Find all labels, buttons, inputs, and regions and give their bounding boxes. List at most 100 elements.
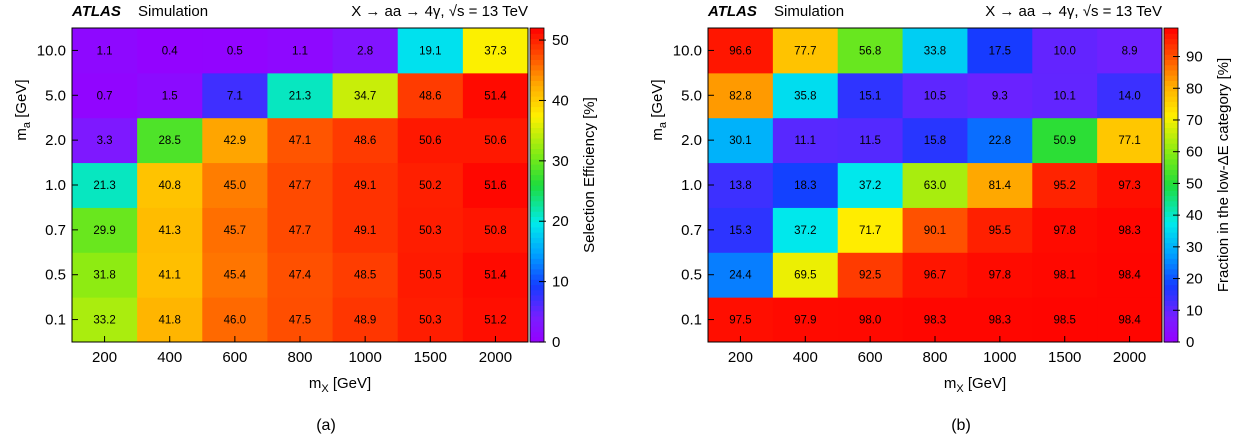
color-scale-segment xyxy=(530,279,544,286)
cell-value-label: 46.0 xyxy=(224,315,246,327)
cell-value-label: 48.6 xyxy=(354,135,376,147)
color-scale-segment xyxy=(530,263,544,270)
color-scale-segment xyxy=(1164,59,1178,66)
heatmap-panel-b: 97.5 97.9 98.0 98.3 98.3 98.5 98.4 24.4 69.5 92.5… xyxy=(649,3,1232,434)
process-label: X → aa → 4γ, √s = 13 TeV xyxy=(351,3,528,20)
color-scale-segment xyxy=(530,305,544,312)
heatmap-cell xyxy=(397,207,464,253)
heatmap-cell xyxy=(902,252,968,298)
cell-value-label: 50.6 xyxy=(484,135,506,147)
y-axis-title-main: m xyxy=(649,128,666,141)
color-scale-segment xyxy=(530,153,544,160)
x-tick-label: 2000 xyxy=(479,349,512,366)
color-scale-segment xyxy=(1164,148,1178,155)
color-scale-segment xyxy=(1164,331,1178,338)
heatmap-cell xyxy=(772,297,839,343)
heatmap-cell xyxy=(967,117,1033,164)
color-scale-segment xyxy=(1164,284,1178,291)
color-scale-segment xyxy=(1164,174,1178,181)
color-scale-segment xyxy=(530,195,544,202)
color-scale-segment xyxy=(1164,64,1178,71)
color-scale-segment xyxy=(530,116,544,123)
heatmap-cell xyxy=(202,162,268,208)
color-scale-segment xyxy=(530,185,544,191)
heatmap-cell xyxy=(1032,117,1098,164)
cell-value-label: 18.3 xyxy=(794,180,816,192)
color-scale-segment xyxy=(1164,237,1178,244)
color-scale-segment xyxy=(1164,263,1178,270)
cell-value-label: 98.5 xyxy=(1054,315,1076,327)
experiment-suffix-label: Simulation xyxy=(138,3,208,20)
color-scale-segment xyxy=(1164,279,1178,286)
cell-value-label: 98.3 xyxy=(989,315,1011,327)
color-scale-segment xyxy=(1164,268,1178,275)
color-scale-segment xyxy=(1164,38,1178,45)
color-scale-segment xyxy=(530,137,544,144)
cell-value-label: 97.5 xyxy=(729,315,751,327)
x-axis-title: mX [GeV] xyxy=(309,375,371,395)
heatmap-cell xyxy=(1097,252,1163,298)
color-scale-tick-label: 10 xyxy=(1186,302,1203,319)
cell-value-label: 97.3 xyxy=(1118,180,1140,192)
color-scale-segment xyxy=(1164,96,1178,102)
cell-value-label: 45.0 xyxy=(224,180,246,192)
color-scale-segment xyxy=(1164,101,1178,108)
heatmap-cell xyxy=(1032,72,1098,119)
color-scale-segment xyxy=(530,48,544,55)
cell-value-label: 49.1 xyxy=(354,180,376,192)
heatmap-cell xyxy=(708,28,774,74)
heatmap-cell xyxy=(837,72,904,119)
heatmap-cell xyxy=(137,252,203,298)
heatmap-cell xyxy=(837,162,904,208)
cell-value-label: 47.5 xyxy=(289,315,311,327)
cell-value-label: 11.5 xyxy=(859,135,881,147)
heatmap-cell xyxy=(267,297,334,343)
x-tick-label: 800 xyxy=(922,349,947,366)
color-scale-segment xyxy=(1164,336,1178,343)
y-tick-label: 0.7 xyxy=(45,222,66,239)
cell-value-label: 50.5 xyxy=(419,270,441,282)
color-scale-tick-label: 30 xyxy=(552,153,569,170)
color-scale-segment xyxy=(1164,132,1178,139)
heatmap-cell xyxy=(397,117,464,164)
heatmap-cell xyxy=(967,162,1033,208)
color-scale-segment xyxy=(530,75,544,81)
cell-value-label: 0.4 xyxy=(162,45,179,57)
color-scale-segment xyxy=(530,336,544,343)
color-scale-title: Fraction in the low-ΔE category [%] xyxy=(1215,58,1232,292)
heatmap-cell xyxy=(1097,297,1163,343)
x-tick-label: 1000 xyxy=(348,349,381,366)
color-scale-segment xyxy=(1164,226,1178,233)
cell-value-label: 63.0 xyxy=(924,180,946,192)
color-scale-tick-label: 30 xyxy=(1186,239,1203,256)
color-scale-tick-label: 20 xyxy=(552,213,569,230)
cell-value-label: 10.0 xyxy=(1054,45,1076,57)
cell-value-label: 42.9 xyxy=(224,135,246,147)
heatmap-cell xyxy=(967,28,1033,74)
color-scale-segment xyxy=(1164,69,1178,76)
color-scale-segment xyxy=(1164,221,1178,228)
heatmap-cell xyxy=(1097,72,1163,119)
color-scale-segment xyxy=(530,242,544,249)
cell-value-label: 47.4 xyxy=(289,270,312,282)
cell-value-label: 98.4 xyxy=(1118,315,1141,327)
color-scale-tick-label: 50 xyxy=(552,32,569,49)
heatmap-cell xyxy=(397,72,464,119)
cell-value-label: 51.4 xyxy=(484,90,507,102)
cell-value-label: 51.4 xyxy=(484,270,507,282)
x-axis-title-main: m xyxy=(944,375,957,392)
heatmap-cell xyxy=(462,252,529,298)
heatmap-cell xyxy=(902,72,968,119)
color-scale-tick-label: 50 xyxy=(1186,175,1203,192)
x-tick-label: 2000 xyxy=(1113,349,1146,366)
heatmap-cell xyxy=(267,117,334,164)
cell-value-label: 33.8 xyxy=(924,45,946,57)
color-scale-segment xyxy=(530,326,544,333)
cell-value-label: 51.6 xyxy=(484,180,506,192)
cell-value-label: 50.2 xyxy=(419,180,441,192)
cell-value-label: 48.6 xyxy=(419,90,441,102)
color-scale-segment xyxy=(1164,48,1178,55)
x-tick-label: 600 xyxy=(222,349,247,366)
heatmap-cell xyxy=(837,117,904,164)
